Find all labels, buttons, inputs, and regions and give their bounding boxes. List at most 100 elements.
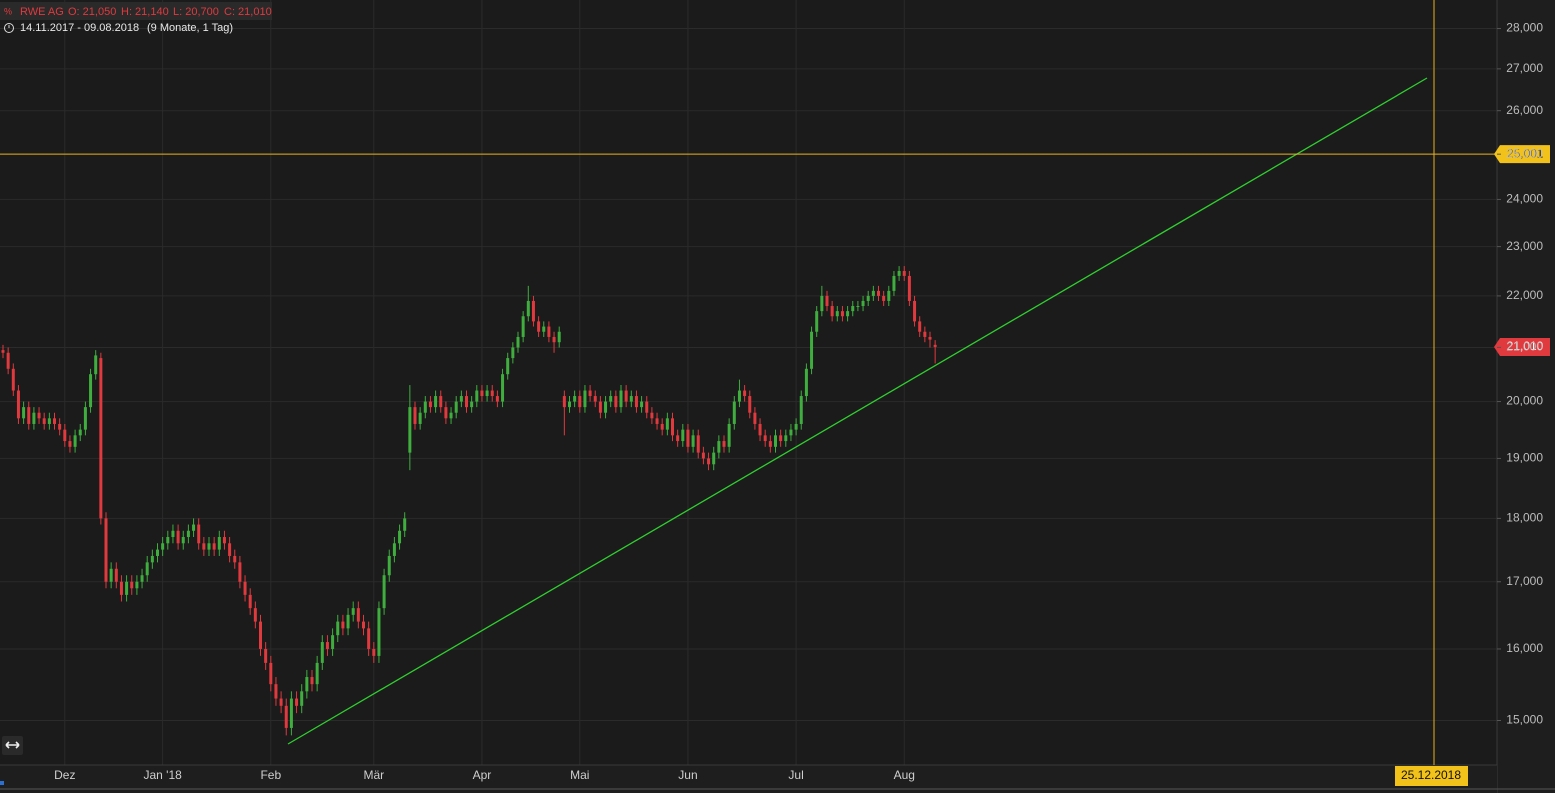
candle-body (161, 543, 165, 550)
candle-body (428, 401, 432, 408)
candle-body (212, 543, 216, 550)
candle-body (789, 429, 793, 436)
candle-body (243, 581, 247, 595)
y-tick-label: 17,000 (1506, 574, 1543, 588)
candle-body (135, 581, 139, 589)
ohlc-high: H: 21,140 (121, 6, 169, 18)
candle-body (392, 543, 396, 556)
x-axis-band (0, 765, 1497, 793)
candle-body (485, 390, 489, 397)
candle-body (557, 331, 561, 343)
x-tick-label: Feb (260, 768, 281, 782)
candle-body (614, 396, 618, 408)
candle-body (732, 401, 736, 424)
candle-body (871, 290, 875, 296)
percent-icon: % (4, 6, 12, 16)
candle-body (609, 396, 613, 402)
candle-body (531, 300, 535, 322)
candle-body (671, 418, 674, 436)
candle-body (53, 418, 56, 424)
candle-body (825, 295, 829, 307)
candle-body (892, 275, 896, 291)
candle-body (125, 581, 129, 595)
candle-body (763, 435, 767, 442)
candle-body (274, 684, 278, 699)
candle-body (861, 300, 865, 307)
candle-body (804, 368, 808, 397)
candle-body (58, 423, 62, 430)
candle-body (449, 412, 453, 419)
candle-body (259, 621, 262, 649)
y-tick-label: 22,000 (1506, 288, 1543, 302)
candle-body (418, 412, 422, 424)
candle-body (521, 316, 525, 337)
candle-body (691, 435, 695, 447)
candle-body (835, 311, 839, 317)
candle-body (32, 412, 36, 424)
last-price: 21,010 (1507, 339, 1544, 353)
candle-body (47, 418, 51, 424)
candle-body (336, 621, 340, 636)
candle-body (707, 458, 711, 465)
candle-body (820, 295, 824, 312)
candle-body (192, 524, 196, 531)
scroll-arrows[interactable] (5, 741, 20, 749)
candle-body (696, 435, 700, 453)
candle-body (176, 530, 180, 544)
candle-body (465, 396, 468, 408)
candle-body (269, 662, 273, 685)
y-tick-label: 28,000 (1506, 21, 1543, 35)
candle-body (295, 698, 299, 706)
candle-body (593, 396, 597, 402)
candle-body (722, 441, 726, 447)
candle-body (233, 555, 237, 563)
candle-body (851, 306, 855, 312)
candle-body (665, 418, 669, 430)
candle-body (382, 575, 386, 609)
candle-body (918, 321, 922, 332)
header-box (0, 2, 272, 20)
candle-body (439, 396, 443, 408)
candle-body (104, 518, 108, 582)
instrument-name: RWE AG (20, 6, 64, 18)
candle-body (717, 441, 721, 453)
candle-body (743, 390, 747, 397)
candle-body (542, 326, 546, 332)
candle-body (331, 635, 335, 649)
last-price-badge (1494, 337, 1550, 356)
candle-body (156, 549, 159, 556)
y-tick-label: 25,000 (1506, 146, 1543, 160)
candle-body (37, 412, 41, 419)
candle-body (495, 396, 499, 402)
candle-body (902, 270, 906, 276)
scroll-button[interactable] (2, 736, 23, 755)
candle-body (284, 705, 288, 728)
candle-body (11, 368, 15, 391)
y-tick-label: 21,000 (1506, 340, 1543, 354)
candle-body (913, 300, 917, 322)
candle-body (1, 350, 5, 353)
crosshair-date: 25.12.2018 (1401, 768, 1461, 782)
candle-body (779, 435, 783, 442)
candle-body (387, 555, 391, 576)
candle-body (197, 524, 201, 544)
candle-body (748, 396, 752, 413)
candle-body (356, 608, 360, 622)
clock-icon (4, 23, 14, 33)
crosshair-badge (1494, 145, 1550, 164)
candle-body (753, 412, 757, 424)
candle-body (758, 423, 762, 436)
candle-body (63, 429, 67, 442)
candle-body (279, 698, 283, 706)
candle-body (712, 452, 716, 465)
y-tick-label: 15,000 (1506, 713, 1543, 727)
candle-body (923, 331, 927, 337)
candle-body (150, 555, 154, 563)
candle-body (897, 270, 901, 276)
x-tick-label: Dez (54, 768, 75, 782)
candle-body (408, 407, 412, 453)
candle-body (346, 614, 350, 629)
candle-body (547, 326, 551, 337)
candle-body (434, 396, 438, 408)
